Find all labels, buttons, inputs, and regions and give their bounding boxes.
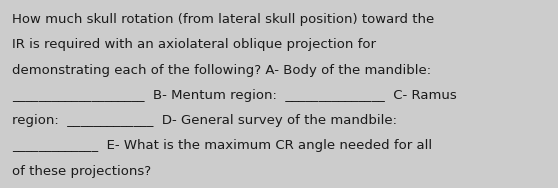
Text: IR is required with an axiolateral oblique projection for: IR is required with an axiolateral obliq… [12, 38, 376, 51]
Text: _____________  E- What is the maximum CR angle needed for all: _____________ E- What is the maximum CR … [12, 139, 432, 152]
Text: How much skull rotation (from lateral skull position) toward the: How much skull rotation (from lateral sk… [12, 13, 434, 26]
Text: demonstrating each of the following? A- Body of the mandible:: demonstrating each of the following? A- … [12, 64, 431, 77]
Text: region:  _____________  D- General survey of the mandbile:: region: _____________ D- General survey … [12, 114, 397, 127]
Text: ____________________  B- Mentum region:  _______________  C- Ramus: ____________________ B- Mentum region: _… [12, 89, 457, 102]
Text: of these projections?: of these projections? [12, 165, 151, 178]
